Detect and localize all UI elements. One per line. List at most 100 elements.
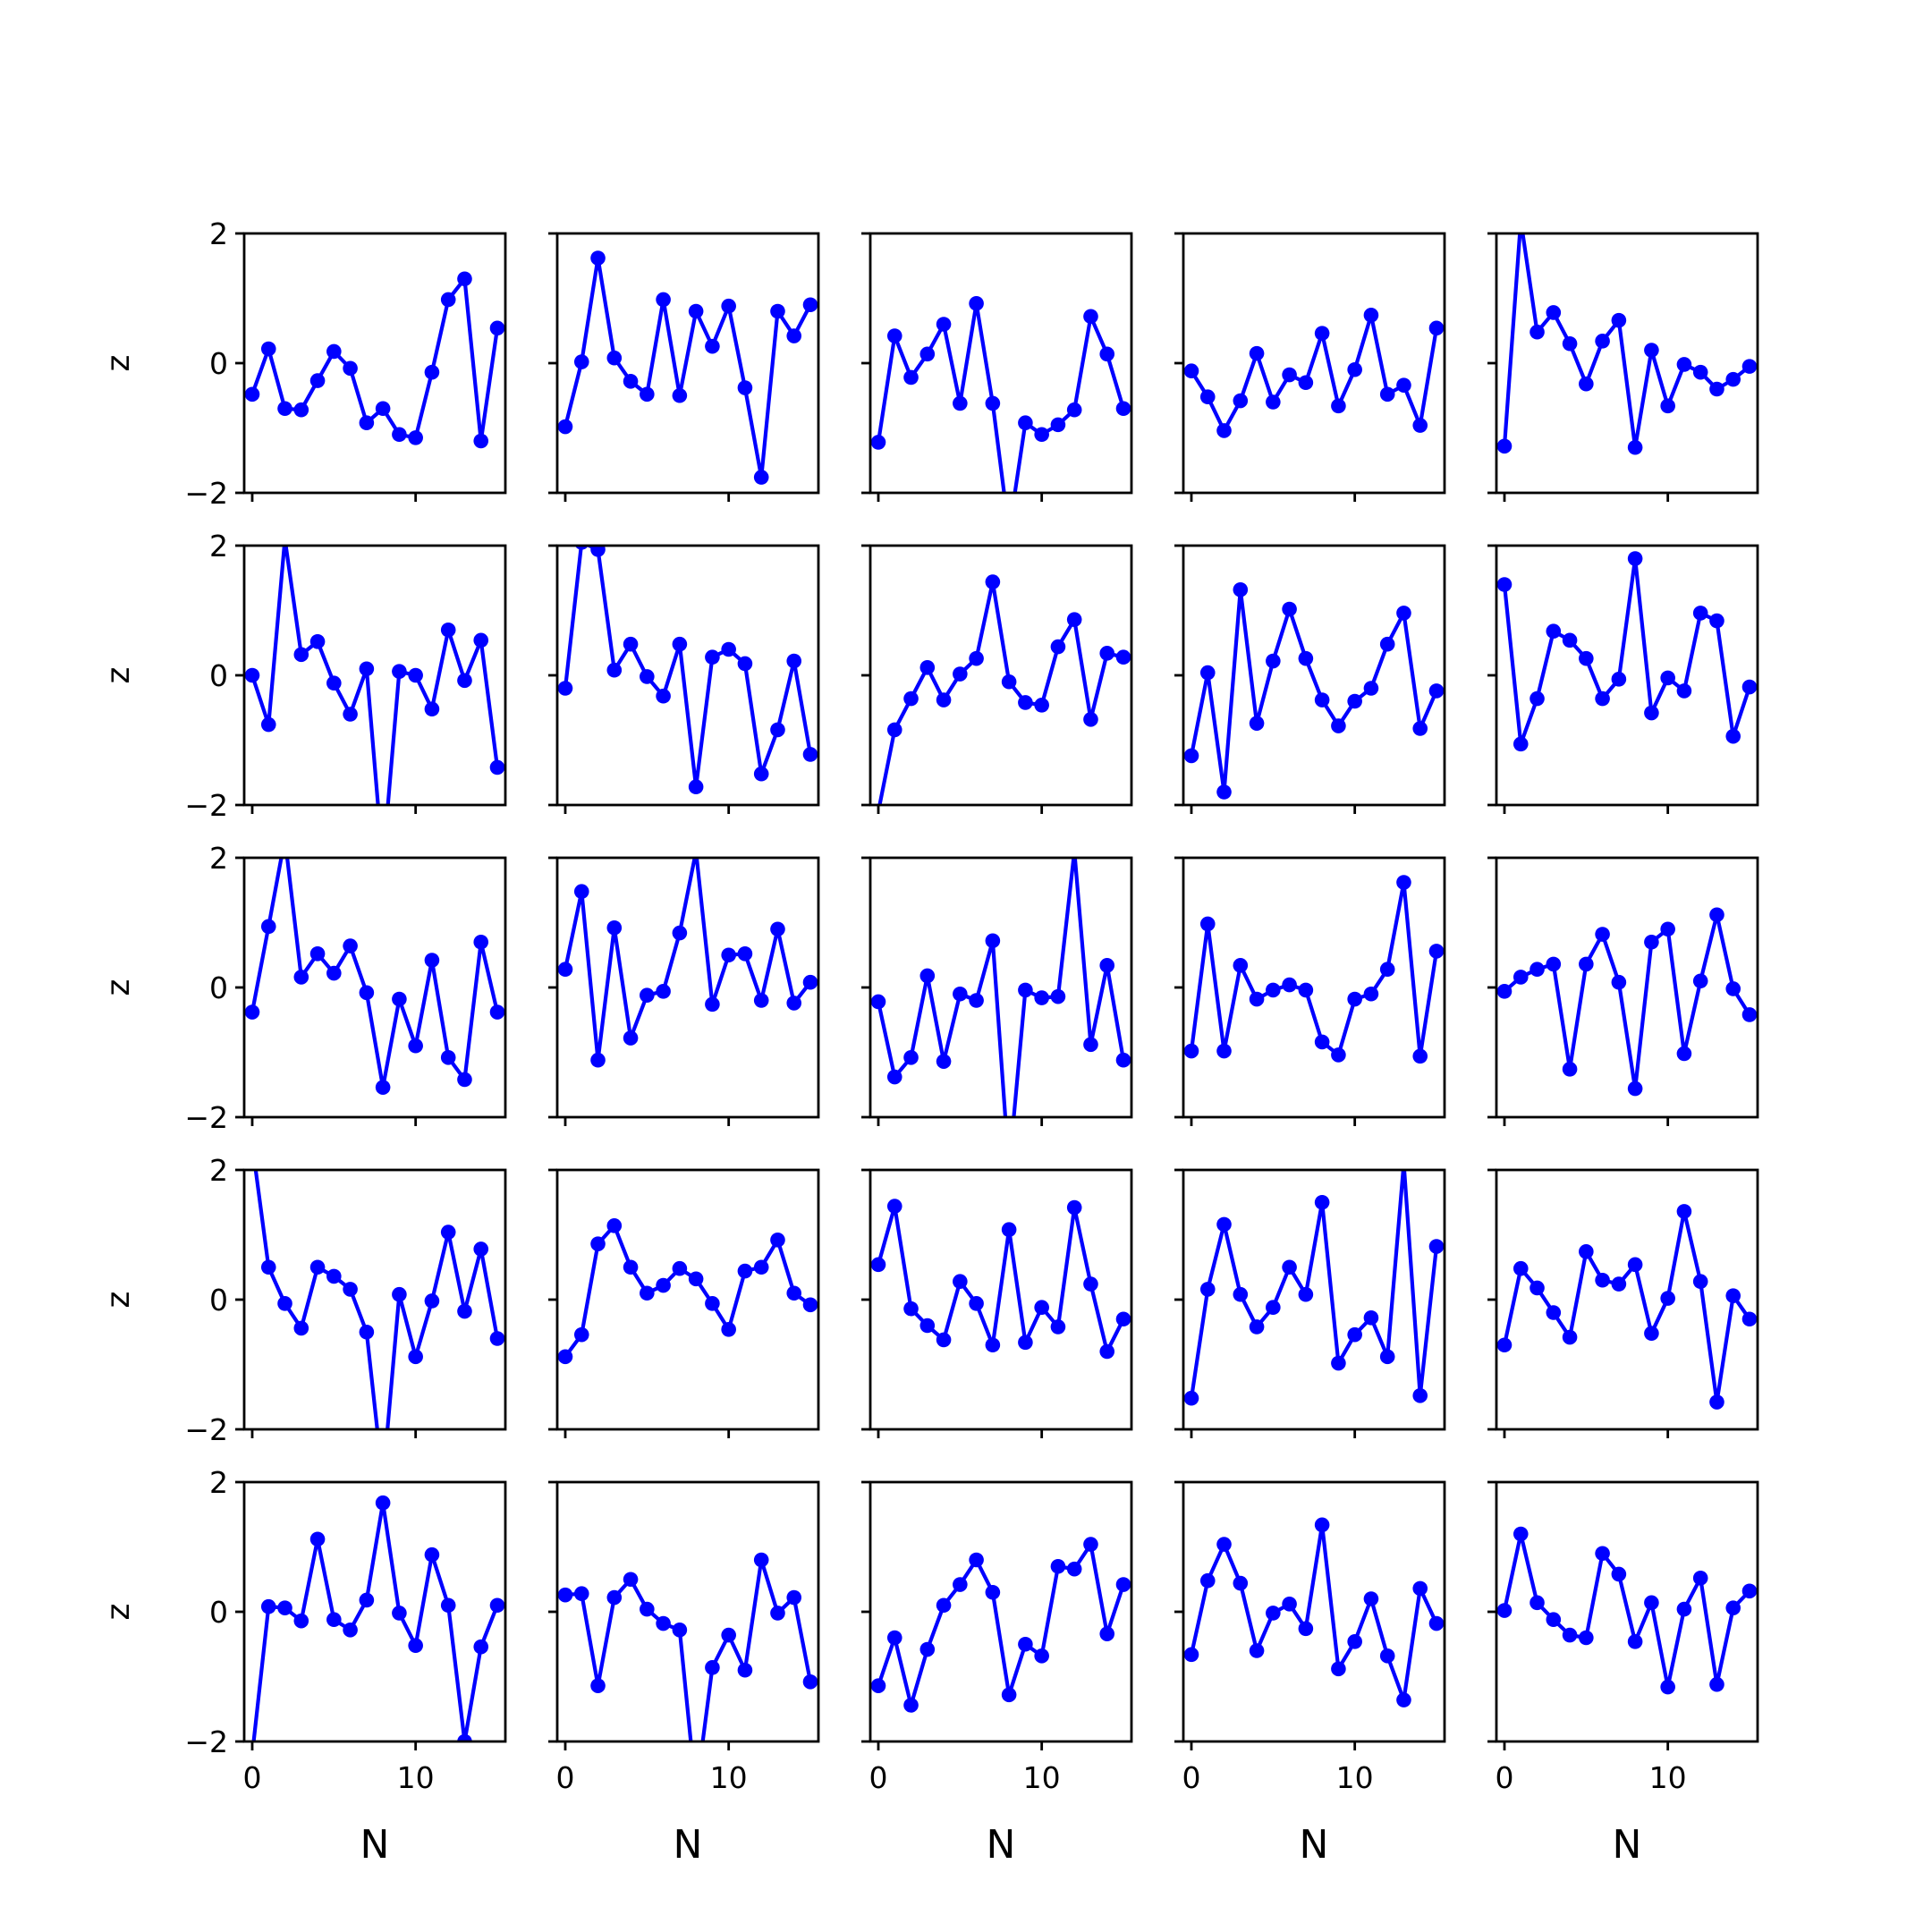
data-point (1709, 1676, 1724, 1692)
data-point (1298, 1621, 1314, 1637)
data-point (1282, 977, 1297, 993)
data-point (1412, 418, 1428, 433)
data-point (1233, 582, 1249, 597)
data-point (1725, 981, 1741, 996)
data-point (473, 1241, 489, 1257)
x-axis-label: N (1300, 1822, 1329, 1868)
data-point (277, 1296, 292, 1311)
data-point (573, 884, 589, 899)
data-point (1546, 623, 1562, 639)
series-line (1502, 1209, 1751, 1404)
y-axis-label: z (100, 1292, 137, 1309)
data-point (1298, 1286, 1314, 1302)
data-point (1546, 305, 1562, 320)
data-point (1115, 1311, 1131, 1327)
data-point (440, 622, 456, 638)
y-axis-label: z (100, 979, 137, 996)
data-point (1266, 1606, 1281, 1621)
data-point (1363, 1310, 1379, 1326)
data-point (1428, 683, 1445, 699)
series-line (1190, 313, 1439, 433)
panel-r2-c2 (548, 544, 820, 814)
data-point (1034, 1300, 1049, 1315)
data-point (1428, 1239, 1445, 1254)
data-point (903, 1301, 919, 1317)
panel-r1-c3 (861, 232, 1133, 502)
data-point (424, 701, 440, 716)
data-point (1562, 1062, 1578, 1077)
data-point (688, 303, 704, 319)
y-axis-label: z (100, 667, 137, 684)
data-point (489, 1331, 505, 1346)
y-tick-label: 2 (209, 841, 228, 876)
data-point (1530, 1280, 1545, 1296)
data-point (1725, 1600, 1741, 1615)
data-point (489, 759, 505, 775)
data-point (656, 984, 671, 999)
data-point (1709, 907, 1724, 923)
data-point (640, 1285, 655, 1301)
data-point (953, 395, 968, 411)
data-point (1233, 1575, 1249, 1591)
data-point (1083, 712, 1098, 727)
data-point (440, 292, 456, 308)
plot-area (870, 296, 1131, 493)
data-point (375, 1080, 391, 1095)
data-point (1660, 1291, 1675, 1306)
data-point (1496, 438, 1513, 454)
data-point (737, 1263, 753, 1279)
data-point (1001, 674, 1017, 690)
data-point (1396, 875, 1411, 890)
data-point (260, 341, 276, 357)
data-point (886, 1069, 902, 1085)
data-point (1199, 1282, 1216, 1297)
data-point (1692, 1571, 1708, 1586)
series-line (563, 256, 812, 479)
data-point (656, 1615, 671, 1631)
data-point (457, 1303, 472, 1319)
y-tick-label: 0 (209, 970, 228, 1005)
data-point (1579, 650, 1594, 666)
data-point (293, 647, 309, 663)
panel-r5-c1: −2 0 2 0 10 z N (100, 1465, 507, 1868)
data-point (1644, 343, 1659, 358)
data-point (623, 374, 639, 389)
data-point (1298, 982, 1314, 998)
data-point (359, 985, 375, 1001)
data-point (1099, 1626, 1115, 1641)
plot-area (244, 546, 505, 805)
data-point (802, 747, 818, 762)
data-point (1611, 974, 1627, 990)
data-point (1627, 1257, 1643, 1273)
series-line (564, 1224, 812, 1359)
panel-r2-c4 (1174, 544, 1446, 814)
data-point (953, 666, 968, 682)
data-point (1050, 417, 1066, 433)
data-point (705, 1660, 720, 1675)
plot-area (557, 546, 818, 794)
data-point (903, 1698, 919, 1713)
series-line (1502, 556, 1751, 746)
data-point (1249, 991, 1265, 1007)
data-point (277, 1600, 292, 1615)
data-point (737, 946, 753, 962)
data-point (408, 667, 423, 683)
data-point (1595, 927, 1610, 942)
data-point (1183, 748, 1199, 764)
data-point (1660, 398, 1675, 414)
data-point (903, 369, 919, 386)
data-point (886, 328, 902, 343)
data-point (721, 641, 736, 657)
data-point (424, 364, 440, 380)
data-point (1298, 650, 1314, 666)
data-point (1611, 312, 1627, 328)
series-line (253, 1170, 500, 1429)
data-point (260, 1598, 276, 1614)
data-point (293, 1320, 309, 1336)
data-point (688, 779, 704, 794)
data-point (786, 653, 802, 669)
data-point (1216, 423, 1232, 438)
plot-area (870, 1199, 1131, 1360)
data-point (557, 962, 573, 977)
data-point (1496, 577, 1513, 592)
